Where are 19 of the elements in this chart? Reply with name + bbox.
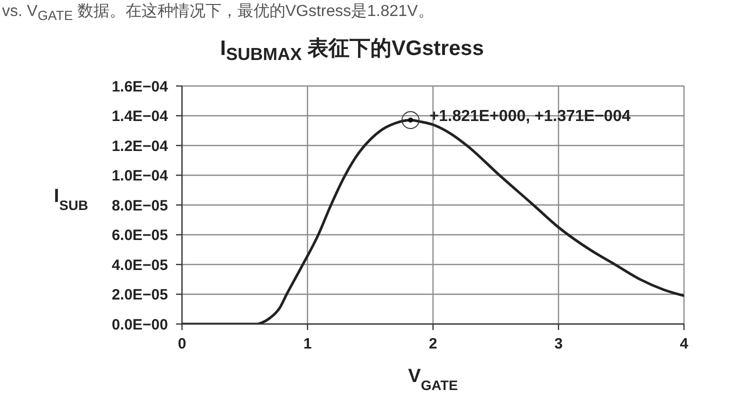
y-tick-label: 6.0E−05	[112, 227, 168, 244]
y-tick-label: 0.0E−00	[112, 316, 168, 334]
y-tick-label: 2.0E−05	[112, 286, 168, 304]
y-tick-label: 4.0E−05	[112, 256, 168, 274]
y-tick-label: 1.4E−04	[112, 108, 169, 126]
y-tick-label: 1.2E−04	[112, 138, 169, 155]
x-tick-label: 0	[178, 336, 186, 353]
annotation: +1.821E+000, +1.371E−004	[430, 108, 631, 126]
x-tick-label: 3	[554, 336, 563, 353]
y-tick-label: 1.0E−04	[112, 168, 169, 185]
text: vs. V$_{GATE}$ 数据。在这种情况下，最优的VGstress是1.821V。	[2, 2, 434, 24]
x-tick-label: 2	[428, 336, 438, 353]
y-axis-title: I$_{SUB}$	[54, 186, 88, 212]
x-axis-title: V$_{GATE}$	[408, 366, 458, 392]
chart-title: I$_{SUBMAX}$ 表征下的VGstress	[219, 36, 485, 66]
x-tick-label: 1	[303, 336, 312, 353]
y-tick-label: 8.0E−05	[112, 197, 168, 214]
x-tick-label: 4	[680, 336, 689, 353]
y-tick-label: 1.6E−04	[112, 78, 169, 96]
